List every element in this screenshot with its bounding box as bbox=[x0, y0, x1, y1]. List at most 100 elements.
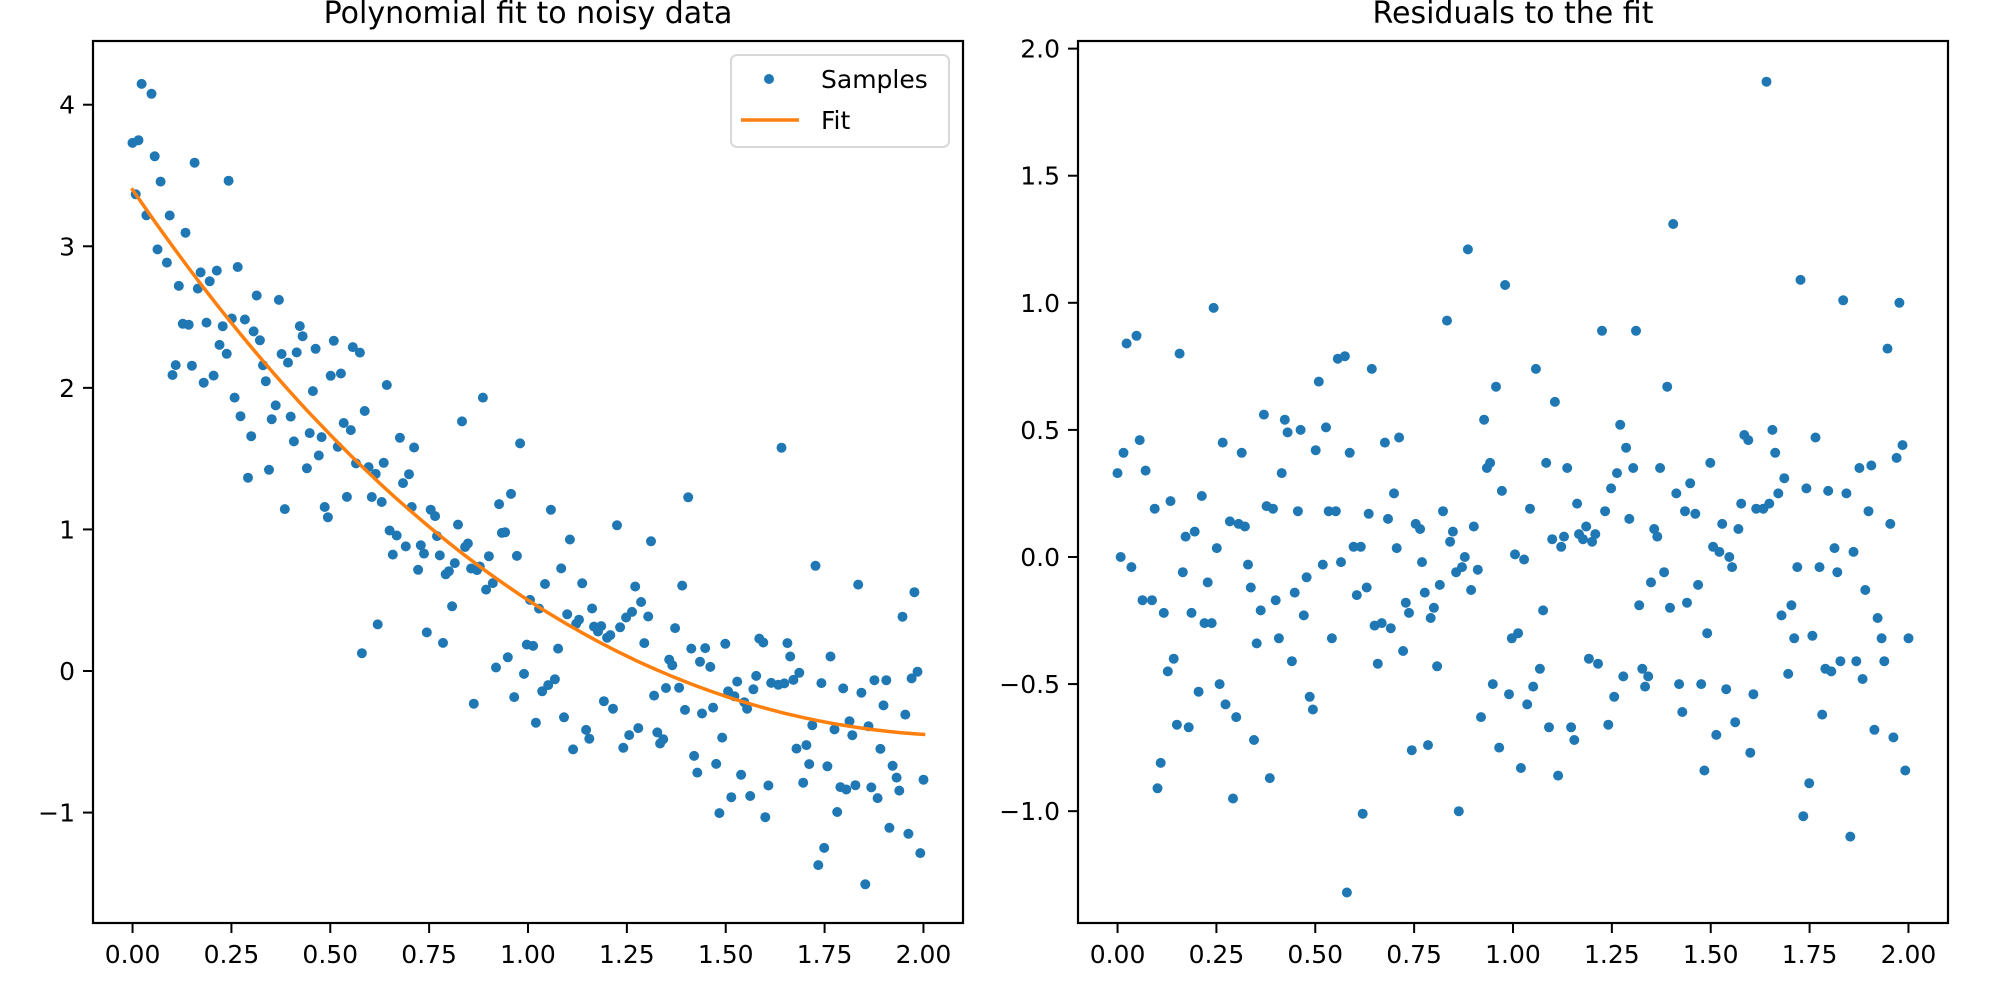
sample-point bbox=[692, 767, 703, 778]
left-axes-frame bbox=[91, 39, 965, 925]
sample-point bbox=[477, 392, 488, 403]
residual-point bbox=[1597, 325, 1607, 336]
sample-point bbox=[680, 704, 690, 715]
sample-point bbox=[869, 675, 880, 686]
residual-point bbox=[1189, 526, 1200, 537]
sample-point bbox=[345, 425, 356, 436]
residual-point bbox=[1879, 656, 1890, 667]
sample-point bbox=[307, 386, 318, 397]
residual-point bbox=[1897, 440, 1908, 451]
residual-point bbox=[1693, 579, 1704, 590]
residual-point bbox=[1372, 658, 1383, 669]
sample-point bbox=[391, 530, 402, 541]
sample-point bbox=[875, 743, 886, 754]
sample-point bbox=[887, 760, 898, 771]
residual-point bbox=[1888, 732, 1899, 743]
sample-point bbox=[481, 584, 492, 595]
sample-point bbox=[543, 680, 554, 691]
sample-point bbox=[528, 640, 539, 651]
residual-point bbox=[1121, 338, 1132, 349]
residual-point bbox=[1510, 549, 1520, 560]
right-x-tick-label: 0.50 bbox=[1287, 940, 1343, 969]
sample-point bbox=[434, 550, 445, 561]
residual-point bbox=[1134, 435, 1145, 446]
residual-point bbox=[1344, 447, 1355, 458]
left-x-axis: 0.00 0.25 0.50 0.75 1.00 1.25 1.50 1.75 2.00 bbox=[105, 923, 952, 969]
sample-point bbox=[387, 549, 398, 560]
left-x-tick-label: 0.75 bbox=[401, 940, 457, 969]
residual-point bbox=[1628, 463, 1639, 473]
sample-point bbox=[316, 432, 327, 443]
residual-point bbox=[1761, 76, 1772, 87]
sample-point bbox=[319, 502, 330, 512]
residual-point bbox=[1279, 414, 1290, 425]
sample-point bbox=[643, 611, 654, 622]
residual-point bbox=[1245, 582, 1256, 593]
residual-point bbox=[1866, 460, 1877, 471]
residual-point bbox=[1872, 613, 1883, 623]
residual-point bbox=[1556, 541, 1567, 552]
residual-point bbox=[1466, 585, 1477, 595]
residual-point bbox=[1764, 498, 1775, 509]
residual-point bbox=[1903, 633, 1914, 644]
sample-point bbox=[381, 380, 392, 390]
legend-samples-marker-icon bbox=[764, 74, 774, 84]
sample-point bbox=[421, 627, 432, 638]
residual-point bbox=[1566, 722, 1577, 733]
residual-point bbox=[1677, 707, 1688, 717]
residual-point bbox=[1525, 503, 1535, 514]
sample-point bbox=[376, 497, 387, 507]
left-x-tick-label: 2.00 bbox=[896, 940, 952, 969]
residual-point bbox=[1869, 724, 1880, 735]
residual-point bbox=[1183, 722, 1194, 733]
residual-point bbox=[1835, 656, 1846, 667]
sample-point bbox=[745, 791, 756, 801]
sample-point bbox=[915, 848, 926, 859]
residual-point bbox=[1366, 363, 1377, 374]
residual-point bbox=[1519, 554, 1530, 565]
residual-point bbox=[1736, 498, 1747, 509]
sample-point bbox=[717, 732, 728, 743]
residual-point bbox=[1553, 770, 1564, 781]
sample-point bbox=[415, 540, 426, 551]
residual-point bbox=[1857, 674, 1868, 684]
residual-point bbox=[1317, 559, 1328, 570]
residual-point bbox=[1515, 763, 1526, 773]
sample-point bbox=[705, 661, 716, 672]
residual-point bbox=[1140, 465, 1151, 476]
sample-point bbox=[149, 151, 160, 162]
left-y-tick-label: 2 bbox=[59, 374, 75, 403]
sample-point bbox=[608, 703, 618, 714]
sample-point bbox=[881, 675, 892, 686]
residual-point bbox=[1798, 811, 1809, 822]
sample-point bbox=[838, 683, 849, 694]
sample-point bbox=[822, 761, 833, 772]
right-y-tick-label: 0.5 bbox=[1020, 416, 1060, 445]
sample-point bbox=[639, 638, 650, 649]
sample-point bbox=[615, 622, 626, 633]
sample-point bbox=[903, 828, 914, 839]
residual-point bbox=[1612, 468, 1622, 479]
sample-point bbox=[161, 257, 172, 268]
residual-point bbox=[1801, 483, 1812, 494]
residual-point bbox=[1733, 524, 1744, 534]
residual-point bbox=[1652, 531, 1663, 542]
sample-point bbox=[167, 370, 178, 380]
right-x-tick-label: 1.25 bbox=[1584, 940, 1640, 969]
residual-point bbox=[1876, 633, 1887, 644]
sample-point bbox=[449, 558, 460, 569]
residual-point bbox=[1587, 536, 1598, 547]
residual-point bbox=[1270, 595, 1281, 606]
sample-point bbox=[860, 879, 871, 890]
residual-point bbox=[1457, 562, 1467, 573]
sample-point bbox=[850, 780, 861, 791]
residual-point bbox=[1730, 717, 1741, 728]
sample-point bbox=[183, 319, 194, 330]
sample-point bbox=[453, 519, 463, 530]
right-x-tick-label: 2.00 bbox=[1881, 940, 1937, 969]
right-plot-title: Residuals to the fit bbox=[1373, 0, 1654, 31]
residual-point bbox=[1404, 607, 1414, 618]
residual-point bbox=[1637, 663, 1648, 674]
sample-point bbox=[844, 716, 855, 727]
residual-point bbox=[1640, 681, 1651, 692]
